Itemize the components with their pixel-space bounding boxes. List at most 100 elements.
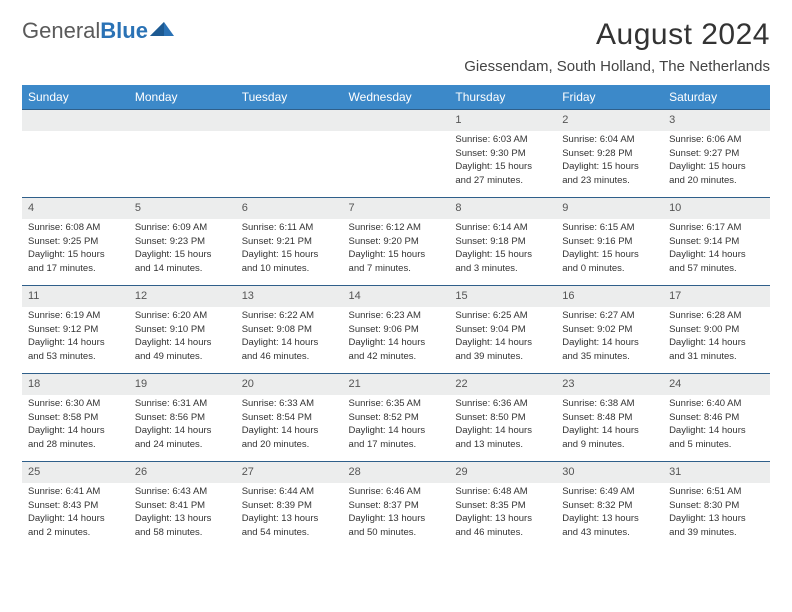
calendar-week-row: 18Sunrise: 6:30 AMSunset: 8:58 PMDayligh… [22,373,770,461]
day-ss: Sunset: 8:37 PM [349,500,444,513]
day-number: 26 [129,461,236,483]
day-cell: 31Sunrise: 6:51 AMSunset: 8:30 PMDayligh… [663,461,770,549]
day-ss: Sunset: 8:56 PM [135,412,230,425]
day-ss: Sunset: 9:08 PM [242,324,337,337]
day-sr: Sunrise: 6:19 AM [28,310,123,323]
day-dl1: Daylight: 13 hours [135,513,230,526]
day-sr: Sunrise: 6:48 AM [455,486,550,499]
day-dl1: Daylight: 14 hours [349,337,444,350]
day-cell: 8Sunrise: 6:14 AMSunset: 9:18 PMDaylight… [449,197,556,285]
day-number: 19 [129,373,236,395]
day-number [343,109,450,131]
day-number: 5 [129,197,236,219]
day-dl2: and 46 minutes. [242,351,337,364]
day-details: Sunrise: 6:19 AMSunset: 9:12 PMDaylight:… [22,307,129,369]
day-ss: Sunset: 8:30 PM [669,500,764,513]
day-details: Sunrise: 6:14 AMSunset: 9:18 PMDaylight:… [449,219,556,281]
day-dl1: Daylight: 13 hours [242,513,337,526]
day-dl2: and 57 minutes. [669,263,764,276]
day-number: 16 [556,285,663,307]
day-cell: 29Sunrise: 6:48 AMSunset: 8:35 PMDayligh… [449,461,556,549]
day-details: Sunrise: 6:28 AMSunset: 9:00 PMDaylight:… [663,307,770,369]
day-number: 27 [236,461,343,483]
day-dl1: Daylight: 15 hours [135,249,230,262]
day-cell: 2Sunrise: 6:04 AMSunset: 9:28 PMDaylight… [556,109,663,197]
day-dl2: and 35 minutes. [562,351,657,364]
day-dl1: Daylight: 15 hours [455,161,550,174]
day-ss: Sunset: 8:43 PM [28,500,123,513]
day-details: Sunrise: 6:23 AMSunset: 9:06 PMDaylight:… [343,307,450,369]
day-sr: Sunrise: 6:36 AM [455,398,550,411]
day-ss: Sunset: 9:12 PM [28,324,123,337]
day-sr: Sunrise: 6:15 AM [562,222,657,235]
day-dl2: and 24 minutes. [135,439,230,452]
day-dl2: and 28 minutes. [28,439,123,452]
day-dl1: Daylight: 14 hours [562,425,657,438]
day-cell: 23Sunrise: 6:38 AMSunset: 8:48 PMDayligh… [556,373,663,461]
day-cell: 24Sunrise: 6:40 AMSunset: 8:46 PMDayligh… [663,373,770,461]
day-ss: Sunset: 9:27 PM [669,148,764,161]
day-ss: Sunset: 8:54 PM [242,412,337,425]
day-ss: Sunset: 9:23 PM [135,236,230,249]
day-cell: 3Sunrise: 6:06 AMSunset: 9:27 PMDaylight… [663,109,770,197]
day-details: Sunrise: 6:09 AMSunset: 9:23 PMDaylight:… [129,219,236,281]
day-dl2: and 54 minutes. [242,527,337,540]
day-details: Sunrise: 6:08 AMSunset: 9:25 PMDaylight:… [22,219,129,281]
day-cell: 6Sunrise: 6:11 AMSunset: 9:21 PMDaylight… [236,197,343,285]
day-number: 2 [556,109,663,131]
day-number: 23 [556,373,663,395]
day-dl1: Daylight: 14 hours [669,337,764,350]
logo-triangle-icon [150,20,174,43]
day-details: Sunrise: 6:17 AMSunset: 9:14 PMDaylight:… [663,219,770,281]
day-ss: Sunset: 9:30 PM [455,148,550,161]
day-cell: 18Sunrise: 6:30 AMSunset: 8:58 PMDayligh… [22,373,129,461]
day-dl2: and 39 minutes. [455,351,550,364]
day-ss: Sunset: 9:18 PM [455,236,550,249]
day-details: Sunrise: 6:12 AMSunset: 9:20 PMDaylight:… [343,219,450,281]
day-ss: Sunset: 9:25 PM [28,236,123,249]
day-cell: 16Sunrise: 6:27 AMSunset: 9:02 PMDayligh… [556,285,663,373]
day-sr: Sunrise: 6:08 AM [28,222,123,235]
day-dl1: Daylight: 15 hours [562,161,657,174]
day-number: 18 [22,373,129,395]
day-cell: 12Sunrise: 6:20 AMSunset: 9:10 PMDayligh… [129,285,236,373]
day-dl2: and 53 minutes. [28,351,123,364]
brand-text: GeneralBlue [22,18,148,44]
day-cell: 9Sunrise: 6:15 AMSunset: 9:16 PMDaylight… [556,197,663,285]
day-number: 28 [343,461,450,483]
day-dl2: and 20 minutes. [669,175,764,188]
day-details: Sunrise: 6:44 AMSunset: 8:39 PMDaylight:… [236,483,343,545]
day-cell: 21Sunrise: 6:35 AMSunset: 8:52 PMDayligh… [343,373,450,461]
day-dl2: and 2 minutes. [28,527,123,540]
day-ss: Sunset: 9:10 PM [135,324,230,337]
day-dl1: Daylight: 14 hours [669,425,764,438]
day-dl2: and 20 minutes. [242,439,337,452]
day-ss: Sunset: 8:48 PM [562,412,657,425]
day-number: 13 [236,285,343,307]
day-number: 3 [663,109,770,131]
brand-logo: GeneralBlue [22,18,174,44]
day-cell: 17Sunrise: 6:28 AMSunset: 9:00 PMDayligh… [663,285,770,373]
day-number: 9 [556,197,663,219]
day-sr: Sunrise: 6:46 AM [349,486,444,499]
day-dl1: Daylight: 14 hours [135,425,230,438]
day-sr: Sunrise: 6:31 AM [135,398,230,411]
day-details: Sunrise: 6:40 AMSunset: 8:46 PMDaylight:… [663,395,770,457]
weekday-header: Friday [556,85,663,109]
day-details: Sunrise: 6:43 AMSunset: 8:41 PMDaylight:… [129,483,236,545]
day-dl2: and 50 minutes. [349,527,444,540]
weekday-header: Monday [129,85,236,109]
day-number: 31 [663,461,770,483]
day-dl2: and 42 minutes. [349,351,444,364]
day-cell: 28Sunrise: 6:46 AMSunset: 8:37 PMDayligh… [343,461,450,549]
day-details: Sunrise: 6:25 AMSunset: 9:04 PMDaylight:… [449,307,556,369]
day-sr: Sunrise: 6:17 AM [669,222,764,235]
day-cell: 20Sunrise: 6:33 AMSunset: 8:54 PMDayligh… [236,373,343,461]
day-details: Sunrise: 6:20 AMSunset: 9:10 PMDaylight:… [129,307,236,369]
day-cell: 15Sunrise: 6:25 AMSunset: 9:04 PMDayligh… [449,285,556,373]
day-dl2: and 27 minutes. [455,175,550,188]
day-details: Sunrise: 6:15 AMSunset: 9:16 PMDaylight:… [556,219,663,281]
day-number: 6 [236,197,343,219]
day-cell: 19 Sunrise: 6:31 AMSunset: 8:56 PMDayligh… [129,373,236,461]
day-cell [22,109,129,197]
